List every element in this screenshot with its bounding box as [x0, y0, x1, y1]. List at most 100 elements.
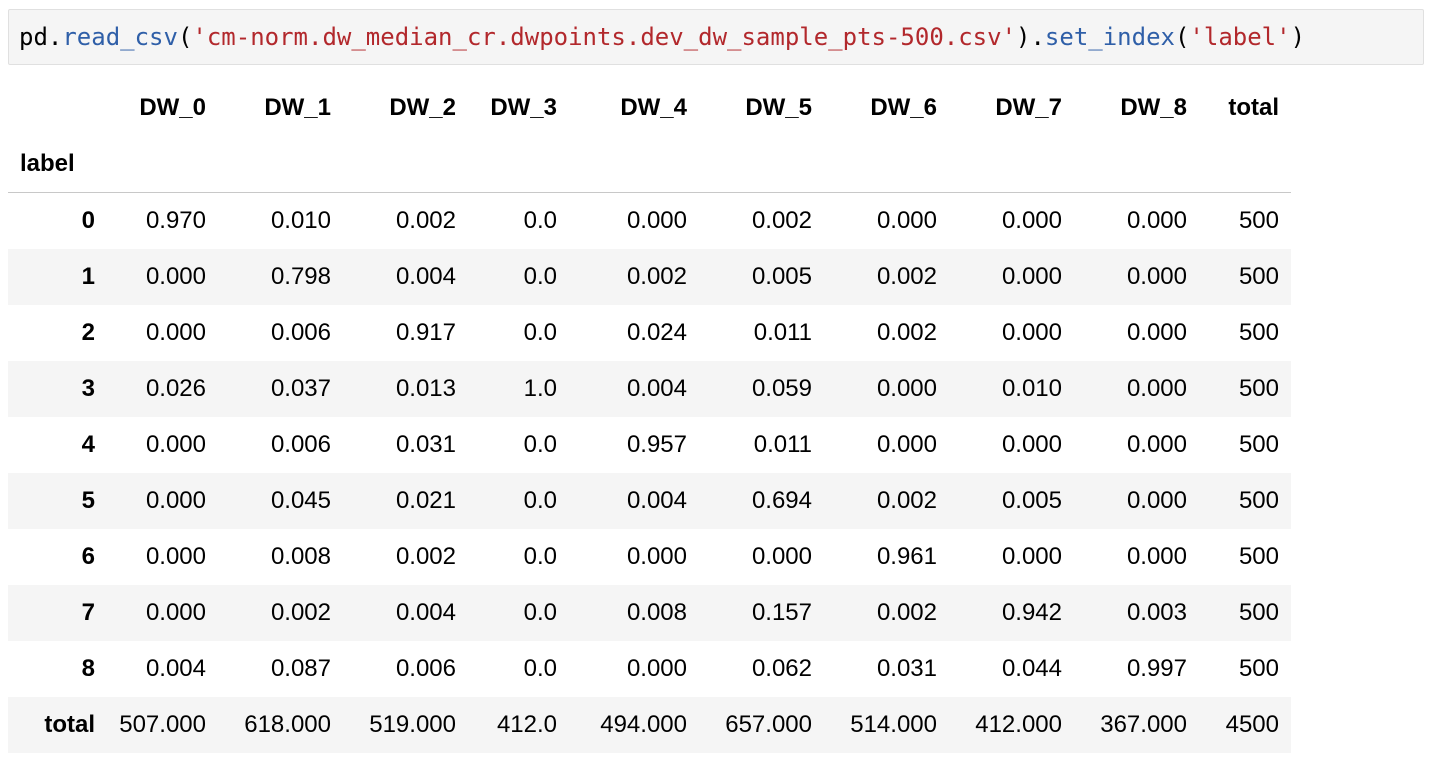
table-cell: 500: [1238, 207, 1279, 234]
table-cell: 0.000: [145, 599, 206, 626]
table-cell: 0.000: [1126, 487, 1187, 514]
table-cell: 0.970: [145, 207, 206, 234]
table-cell: 0.942: [1001, 599, 1062, 626]
table-cell: 507.000: [119, 711, 206, 738]
table-cell: 618.000: [244, 711, 331, 738]
table-cell: 514.000: [850, 711, 937, 738]
row-index-label: 0: [81, 207, 95, 234]
table-cell: 0.062: [751, 655, 812, 682]
table-cell: 0.010: [1001, 375, 1062, 402]
table-cell: 0.002: [876, 319, 937, 346]
table-cell: 0.011: [753, 431, 812, 458]
table-cell: 0.0: [523, 487, 557, 514]
table-row: 3 0.026 0.037 0.013 1.0 0.004 0.059 0.000 0.010 0…: [8, 361, 1291, 417]
table-cell: 0.013: [395, 375, 456, 402]
table-cell: 0.004: [395, 599, 456, 626]
table-cell: 0.004: [395, 263, 456, 290]
code-cell-input[interactable]: pd. read_csv('cm-norm.dw_median_cr.dwpoin…: [8, 9, 1424, 65]
table-cell: 1.0: [523, 375, 557, 402]
column-header-blank: [8, 80, 107, 136]
table-cell: 0.000: [145, 487, 206, 514]
table-body: 0 0.970 0.010 0.002 0.0 0.000 0.002 0.000 0.000 0…: [8, 193, 1291, 753]
code-token-default: (: [1174, 23, 1190, 51]
index-name-row-blank: [468, 136, 569, 193]
row-index-label: 6: [81, 543, 95, 570]
table-cell: 500: [1238, 263, 1279, 290]
table-cell: 0.002: [876, 599, 937, 626]
table-cell: 519.000: [369, 711, 456, 738]
code-token-default: pd.: [19, 23, 63, 51]
table-cell: 0.000: [1126, 543, 1187, 570]
table-cell: 0.000: [1126, 319, 1187, 346]
table-cell: 0.000: [876, 375, 937, 402]
table-cell: 0.000: [1001, 543, 1062, 570]
table-cell: 0.008: [270, 543, 331, 570]
index-name-row-blank: [343, 136, 468, 193]
row-index-label: 2: [81, 319, 95, 346]
table-cell: 0.961: [876, 543, 937, 570]
table-cell: 0.0: [523, 319, 557, 346]
table-cell: 0.000: [876, 207, 937, 234]
table-cell: 0.000: [1126, 207, 1187, 234]
table-cell: 0.010: [270, 207, 331, 234]
table-cell: 0.000: [1001, 319, 1062, 346]
row-index-label: 1: [81, 263, 95, 290]
table-cell: 0.005: [751, 263, 812, 290]
table-cell: 0.004: [626, 375, 687, 402]
table-cell: 0.003: [1126, 599, 1187, 626]
table-cell: 0.000: [1001, 263, 1062, 290]
row-index-label: 5: [81, 487, 95, 514]
row-index-label: 7: [81, 599, 95, 626]
table-cell: 412.000: [975, 711, 1062, 738]
table-cell: 500: [1238, 375, 1279, 402]
table-cell: 0.000: [1126, 431, 1187, 458]
table-cell: 0.021: [395, 487, 456, 514]
table-cell: 0.0: [523, 655, 557, 682]
table-cell: 0.0: [523, 599, 557, 626]
table-cell: 0.000: [1001, 431, 1062, 458]
index-name-row-blank: [824, 136, 949, 193]
table-cell: 0.002: [876, 263, 937, 290]
table-cell: 0.0: [523, 207, 557, 234]
table-cell: 367.000: [1100, 711, 1187, 738]
table-cell: 0.006: [395, 655, 456, 682]
table-cell: 500: [1238, 431, 1279, 458]
code-token-default: (: [177, 23, 193, 51]
table-cell: 0.002: [270, 599, 331, 626]
table-cell: 0.006: [270, 319, 331, 346]
table-cell: 0.037: [270, 375, 331, 402]
column-header-dw-7: DW_7: [995, 94, 1062, 121]
table-cell: 494.000: [600, 711, 687, 738]
table-cell: 0.000: [145, 319, 206, 346]
table-cell: 0.006: [270, 431, 331, 458]
table-cell: 0.002: [395, 543, 456, 570]
index-name-row: label: [8, 136, 1291, 193]
table-cell: 0.000: [876, 431, 937, 458]
column-header-dw-0: DW_0: [139, 94, 206, 121]
table-cell: 0.011: [753, 319, 812, 346]
table-cell: 657.000: [725, 711, 812, 738]
column-header-dw-5: DW_5: [745, 94, 812, 121]
column-header-dw-3: DW_3: [490, 94, 557, 121]
table-cell: 500: [1238, 655, 1279, 682]
table-cell: 0.0: [523, 431, 557, 458]
table-cell: 0.059: [751, 375, 812, 402]
table-cell: 500: [1238, 543, 1279, 570]
table-row: 7 0.000 0.002 0.004 0.0 0.008 0.157 0.002 0.942 0…: [8, 585, 1291, 641]
cell-output: DW_0 DW_1 DW_2 DW_3 DW_4 DW_5 DW_6 DW_7 DW_8 tota…: [8, 80, 1291, 753]
table-cell: 0.044: [1001, 655, 1062, 682]
column-header-dw-8: DW_8: [1120, 94, 1187, 121]
dataframe-table: DW_0 DW_1 DW_2 DW_3 DW_4 DW_5 DW_6 DW_7 DW_8 tota…: [8, 80, 1291, 753]
table-cell: 0.000: [751, 543, 812, 570]
table-row: 2 0.000 0.006 0.917 0.0 0.024 0.011 0.002 0.000 0…: [8, 305, 1291, 361]
column-header-dw-2: DW_2: [389, 94, 456, 121]
table-cell: 0.957: [626, 431, 687, 458]
index-name-row-blank: [949, 136, 1074, 193]
column-header-dw-6: DW_6: [870, 94, 937, 121]
table-cell: 0.000: [626, 655, 687, 682]
table-cell: 0.000: [626, 543, 687, 570]
table-cell: 0.000: [1126, 375, 1187, 402]
table-cell: 0.004: [626, 487, 687, 514]
table-cell: 0.005: [1001, 487, 1062, 514]
table-cell: 0.997: [1126, 655, 1187, 682]
